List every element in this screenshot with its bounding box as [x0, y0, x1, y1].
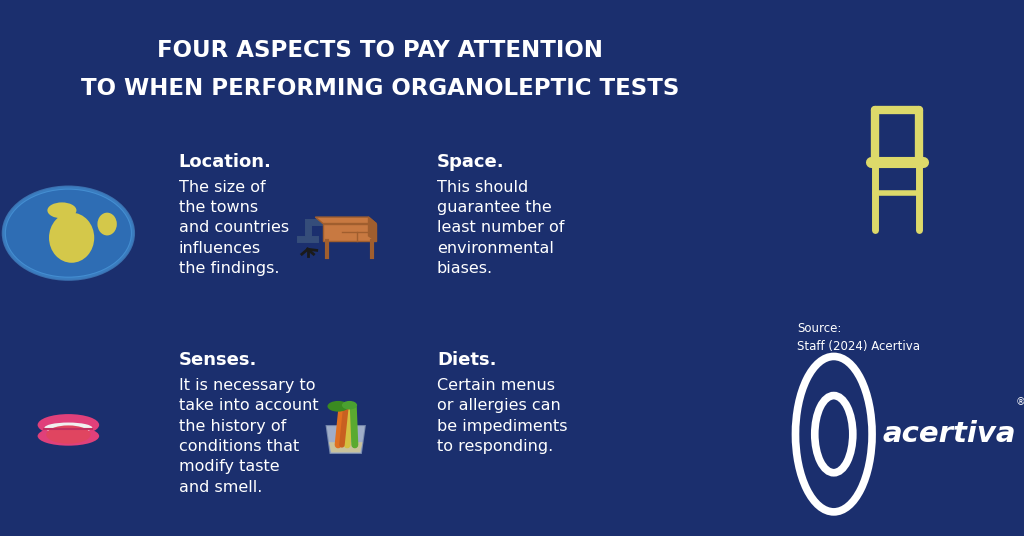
Polygon shape: [329, 442, 362, 452]
Polygon shape: [327, 426, 365, 453]
Text: Source:
Staff (2024) Acertiva: Source: Staff (2024) Acertiva: [797, 322, 920, 353]
Polygon shape: [323, 224, 376, 241]
Ellipse shape: [38, 427, 99, 446]
Polygon shape: [315, 217, 376, 224]
Text: Senses.: Senses.: [178, 351, 257, 369]
Ellipse shape: [328, 401, 349, 412]
Ellipse shape: [38, 414, 99, 436]
Ellipse shape: [49, 213, 94, 263]
Text: This should
guarantee the
least number of
environmental
biases.: This should guarantee the least number o…: [437, 180, 564, 276]
Text: Diets.: Diets.: [437, 351, 497, 369]
Text: Space.: Space.: [437, 153, 505, 171]
Text: ®: ®: [1016, 397, 1024, 407]
Ellipse shape: [46, 426, 90, 444]
Text: Location.: Location.: [178, 153, 271, 171]
Polygon shape: [369, 217, 376, 241]
Text: It is necessary to
take into account
the history of
conditions that
modify taste: It is necessary to take into account the…: [178, 378, 318, 495]
Text: FOUR ASPECTS TO PAY ATTENTION: FOUR ASPECTS TO PAY ATTENTION: [157, 40, 603, 62]
Text: The size of
the towns
and countries
influences
the findings.: The size of the towns and countries infl…: [178, 180, 289, 276]
Ellipse shape: [4, 188, 133, 279]
Ellipse shape: [44, 422, 92, 433]
Ellipse shape: [342, 401, 357, 410]
Text: Certain menus
or allergies can
be impediments
to responding.: Certain menus or allergies can be impedi…: [437, 378, 567, 454]
Ellipse shape: [47, 203, 77, 218]
Ellipse shape: [97, 213, 117, 235]
Text: TO WHEN PERFORMING ORGANOLEPTIC TESTS: TO WHEN PERFORMING ORGANOLEPTIC TESTS: [81, 77, 679, 100]
Text: acertiva: acertiva: [883, 420, 1016, 448]
